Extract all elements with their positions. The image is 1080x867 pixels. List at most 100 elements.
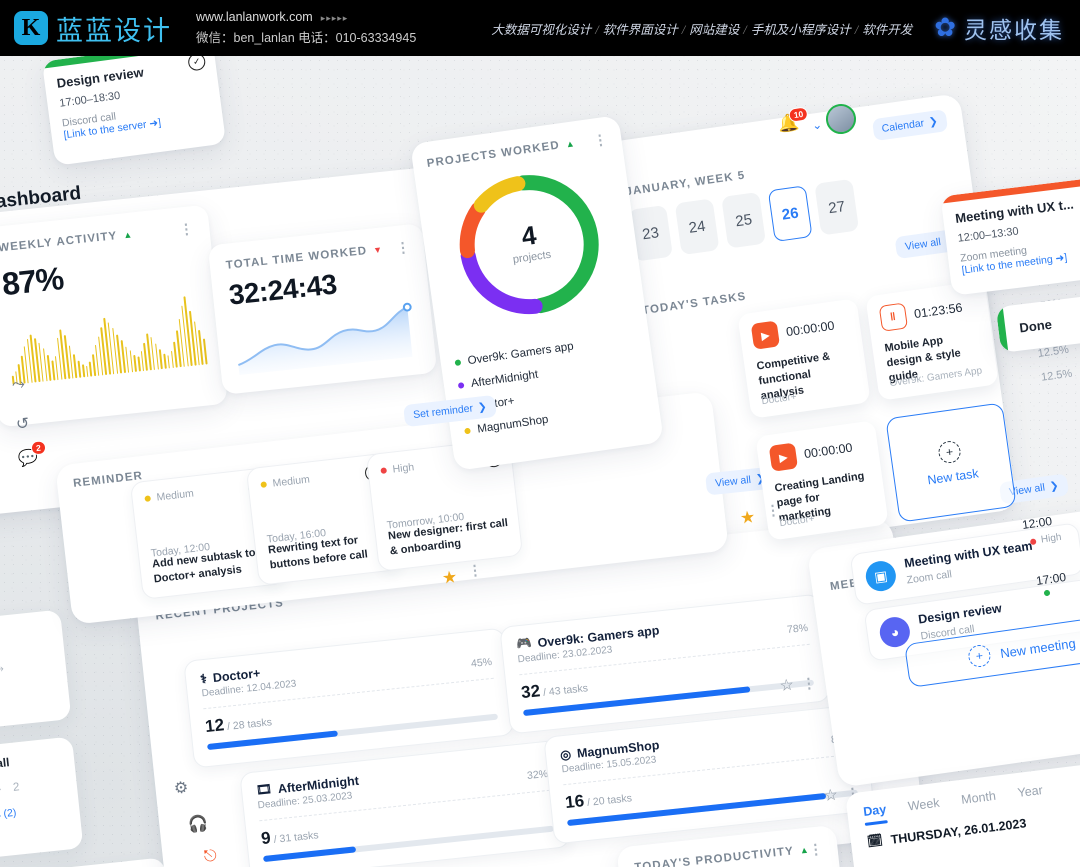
card-menu-button[interactable]: ⋮ [395,238,411,256]
fragment-sublink[interactable]: w subtascks (2) [0,806,17,827]
fragment-meta: 💬 3 ⤳ [0,657,52,682]
services-list: 大数据可视化设计 / 软件界面设计 / 网站建设 / 手机及小程序设计 / 软件开发 [491,22,913,37]
chevron-down-icon[interactable]: ⌄ [811,117,823,133]
activity-bar [163,353,167,369]
card-menu-button[interactable]: ⋮ [807,840,824,858]
note-design-review[interactable]: Design review 17:00–18:30 Discord call [… [41,56,227,166]
priority-dot-icon [380,467,388,474]
activity-bar [89,361,93,377]
calendar-button[interactable]: Calendar ❯ [871,109,949,142]
star-outline-icon[interactable]: ☆ [778,676,795,696]
trend-up-icon: ▲ [122,229,133,241]
contact-block: www.lanlanwork.com ▸▸▸▸▸ 微信：ben_lanlan 电话… [196,7,416,48]
sidebar-item-settings[interactable]: ⚙ [173,777,189,798]
chevron-right-icon: ❯ [1049,479,1060,493]
reminder-priority-label: Medium [155,487,195,504]
activity-bar [47,354,52,381]
project-done-tasks: 16 [564,791,586,813]
calendar-button-label: Calendar [881,117,925,136]
donut-segment [515,175,599,314]
reminder-priority: Medium [144,480,264,505]
project-done-tasks: 12 [204,715,226,737]
new-meeting-label: New meeting [999,635,1077,661]
chevron-right-icon: ❯ [928,115,939,129]
fragment-card[interactable]: nd 💬 3 ⤳ [0,609,72,733]
projects-worked-card: PROJECTS WORKED ▲ ⋮ 4 projects Over9k: G… [410,114,664,472]
fragment-card[interactable]: UI Design Make some changes after client… [0,857,176,867]
sidebar-item-chat[interactable]: 💬 2 [17,440,47,469]
website-url: www.lanlanwork.com [196,10,313,25]
note-meeting-ux[interactable]: Meeting with UX t... 12:00–13:30 Zoom me… [940,176,1080,296]
shop-icon: ◎ [559,747,572,763]
priority-dot-icon [144,495,152,502]
calendar-day-26[interactable]: 26 [767,185,813,243]
history-icon: ↺ [15,415,31,434]
meeting-name: Meeting with UX team [903,538,1034,571]
play-icon[interactable]: ▶ [768,442,799,472]
range-date-label: THURSDAY, 26.01.2023 [889,815,1028,847]
note-done[interactable]: Done [995,289,1080,353]
card-menu-button[interactable]: ⋮ [800,674,817,692]
film-icon: 🎞 [255,781,273,798]
activity-bar [170,350,174,369]
wechat-phone: 微信：ben_lanlan 电话：010-63334945 [196,31,417,45]
calendar-day-24[interactable]: 24 [674,198,720,256]
total-time-card: TOTAL TIME WORKED ▼ ⋮ 32:24:43 [207,223,438,395]
stethoscope-icon: ⚕ [199,671,208,687]
fragment-title: zing last call [0,755,11,776]
star-outline-icon[interactable]: ☆ [822,786,839,806]
activity-bar [203,338,208,365]
donut-legend: Over9k: Gamers appAfterMidnightDoctor+Ma… [454,332,646,438]
fragment-card[interactable]: zing last call 💬 13 ⤳ 2 w subtascks (2) [0,736,84,864]
priority-dot-icon [1029,537,1037,545]
activity-bar [140,351,145,372]
notifications-bell[interactable]: 🔔 10 [777,106,810,136]
weekly-activity-value: 87% [0,260,65,303]
set-reminder-label: Set reminder [412,402,474,422]
legend-label: AfterMidnight [470,368,539,391]
sidebar-item-logout[interactable]: ⎋ [203,847,217,866]
new-task-button[interactable]: + New task [885,402,1017,523]
star-filled-icon[interactable]: ★ [440,567,459,588]
activity-bar [137,356,141,372]
calendar-icon: 🗓 [866,832,884,849]
settings-icon: ⚙ [173,779,190,798]
priority-dot-icon [260,481,268,488]
legend-dot-icon [457,382,465,389]
sidebar-item-support[interactable]: 🎧 [187,813,209,835]
priority-dot-icon [1043,589,1051,597]
card-menu-button[interactable]: ⋮ [765,501,781,519]
sidebar-item-share[interactable]: ⤳ [11,375,26,394]
project-actions[interactable]: ☆ ⋮ [779,672,817,696]
activity-bar [54,356,59,381]
star-filled-icon[interactable]: ★ [738,507,757,528]
sidebar-item-history[interactable]: ↺ [15,413,30,434]
project-total-tasks: / 43 tasks [542,682,589,699]
top-banner: K 蓝蓝设计 www.lanlanwork.com ▸▸▸▸▸ 微信：ben_la… [0,0,1080,56]
trend-up-icon: ▲ [565,138,576,150]
arrow-dots-icon: ▸▸▸▸▸ [320,13,349,24]
activity-bar [125,346,130,373]
project-percent: 32% [526,767,549,783]
reminder-priority-label: Medium [271,473,311,490]
activity-bar [133,354,137,372]
card-menu-button[interactable]: ⋮ [592,130,609,149]
card-menu-button[interactable]: ⋮ [178,219,195,238]
share-icon: ⤳ [0,783,2,797]
service-item: 大数据可视化设计 [491,22,592,37]
brand-mark-icon: K [14,11,48,45]
trend-down-icon: ▼ [372,244,383,256]
fragment-meta: 💬 13 ⤳ 2 [0,776,63,803]
task-card[interactable]: ▶ 00:00:00 Creating Landing page for mar… [755,420,889,541]
productivity-title: TODAY'S PRODUCTIVITY [633,845,795,867]
calendar-day-27[interactable]: 27 [814,178,860,236]
progress-fill [263,846,357,863]
range-tab-day[interactable]: Day [862,802,887,819]
lingan-glyph-icon: ✿ [934,13,956,43]
calendar-day-25[interactable]: 25 [721,191,767,249]
service-item: 软件界面设计 [602,22,678,37]
share-icon: ⤳ [11,375,26,394]
zoom-icon: ▣ [863,559,898,594]
card-menu-button[interactable]: ⋮ [467,561,483,579]
activity-bar [159,349,163,370]
